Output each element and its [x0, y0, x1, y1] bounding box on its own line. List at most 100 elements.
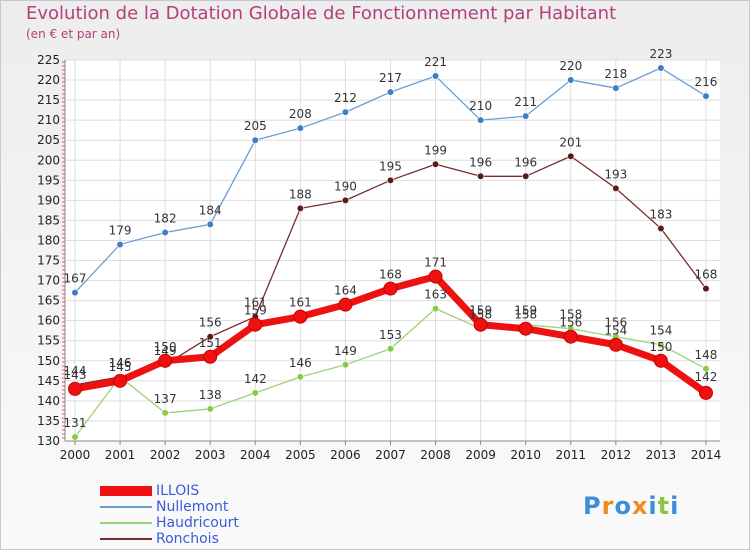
data-point-ronchois	[477, 172, 485, 180]
legend-item-nullemont: Nullemont	[100, 499, 239, 515]
data-label-ronchois: 156	[199, 316, 222, 330]
data-label-illois: 168	[379, 268, 402, 282]
data-label-nullemont: 182	[154, 211, 177, 225]
legend-swatch	[100, 522, 152, 524]
legend: ILLOIS Nullemont Haudricourt Ronchois	[100, 483, 239, 547]
legend-label: ILLOIS	[156, 483, 200, 499]
y-tick-label: 225	[37, 53, 60, 67]
y-tick-label: 155	[37, 334, 60, 348]
data-point-ronchois	[206, 333, 214, 341]
data-point-nullemont	[612, 84, 620, 92]
data-label-haudricourt: 158	[469, 308, 492, 322]
data-point-haudricourt	[206, 405, 214, 413]
data-point-haudricourt	[71, 433, 79, 441]
data-point-nullemont	[386, 88, 395, 96]
data-label-ronchois: 193	[604, 167, 627, 181]
data-point-illois	[428, 269, 443, 284]
data-point-ronchois	[522, 172, 530, 180]
data-label-nullemont: 179	[109, 223, 132, 237]
y-tick-label: 210	[37, 113, 60, 127]
x-tick-label: 2008	[420, 448, 451, 462]
x-tick-label: 2010	[510, 448, 541, 462]
data-label-nullemont: 211	[514, 95, 537, 109]
brand-logo-letter: o	[614, 492, 632, 520]
brand-logo-letter: i	[648, 492, 658, 520]
data-label-haudricourt: 148	[695, 348, 718, 362]
legend-swatch	[100, 486, 152, 496]
data-point-illois	[203, 349, 218, 364]
data-point-ronchois	[341, 196, 350, 204]
x-tick-label: 2002	[150, 448, 181, 462]
data-label-illois: 154	[604, 324, 627, 338]
legend-swatch	[100, 506, 152, 508]
data-point-nullemont	[296, 124, 304, 132]
data-label-nullemont: 167	[64, 272, 87, 286]
data-point-illois	[698, 385, 713, 400]
y-tick-label: 220	[37, 73, 60, 87]
data-point-illois	[293, 309, 308, 324]
y-tick-label: 160	[37, 314, 60, 328]
x-tick-label: 2005	[285, 448, 316, 462]
x-tick-label: 2012	[601, 448, 632, 462]
data-label-nullemont: 223	[649, 47, 672, 61]
data-label-ronchois: 146	[109, 356, 132, 370]
data-label-illois: 171	[424, 256, 447, 270]
data-label-haudricourt: 146	[289, 356, 312, 370]
data-label-ronchois: 196	[469, 155, 492, 169]
x-tick-label: 2006	[330, 448, 361, 462]
data-label-haudricourt: 146	[109, 356, 132, 370]
y-tick-label: 150	[37, 354, 60, 368]
y-tick-label: 190	[37, 193, 60, 207]
data-point-ronchois	[567, 152, 575, 160]
data-point-illois	[248, 317, 263, 332]
x-tick-label: 2004	[240, 448, 271, 462]
data-point-nullemont	[251, 136, 259, 144]
brand-logo-letter: r	[601, 492, 615, 520]
data-point-illois	[518, 321, 533, 336]
data-label-nullemont: 208	[289, 107, 312, 121]
data-point-nullemont	[522, 112, 530, 120]
data-point-illois	[158, 353, 173, 368]
data-point-nullemont	[702, 92, 710, 100]
data-point-nullemont	[477, 116, 485, 124]
y-tick-label: 175	[37, 254, 60, 268]
data-point-nullemont	[657, 64, 665, 72]
data-point-haudricourt	[296, 373, 304, 381]
data-point-ronchois	[296, 204, 304, 212]
y-tick-label: 130	[37, 434, 60, 448]
data-label-illois: 143	[64, 368, 87, 382]
data-label-nullemont: 221	[424, 55, 447, 69]
data-label-haudricourt: 137	[154, 392, 177, 406]
data-label-nullemont: 205	[244, 119, 267, 133]
data-label-nullemont: 216	[695, 75, 718, 89]
data-point-ronchois	[386, 176, 395, 184]
y-tick-label: 215	[37, 93, 60, 107]
y-tick-label: 140	[37, 394, 60, 408]
data-label-nullemont: 217	[379, 71, 402, 85]
data-label-ronchois: 168	[695, 268, 718, 282]
data-label-ronchois: 183	[649, 207, 672, 221]
data-label-haudricourt: 138	[199, 388, 222, 402]
data-label-ronchois: 190	[334, 179, 357, 193]
data-label-illois: 159	[244, 304, 267, 318]
data-point-haudricourt	[702, 365, 710, 373]
data-label-illois: 161	[289, 296, 312, 310]
data-point-ronchois	[612, 184, 620, 192]
data-point-illois	[608, 337, 623, 352]
data-point-haudricourt	[341, 361, 350, 369]
data-label-ronchois: 195	[379, 159, 402, 173]
legend-label: Ronchois	[156, 531, 219, 547]
brand-logo: Proxiti	[583, 492, 679, 520]
data-point-ronchois	[431, 160, 440, 168]
legend-item-illois: ILLOIS	[100, 483, 239, 499]
data-label-illois: 142	[695, 370, 718, 384]
data-point-illois	[473, 317, 488, 332]
data-label-nullemont: 218	[604, 67, 627, 81]
data-point-nullemont	[161, 228, 169, 237]
x-tick-label: 2000	[60, 448, 91, 462]
data-label-haudricourt: 142	[244, 372, 267, 386]
data-point-ronchois	[702, 285, 710, 293]
data-label-illois: 145	[109, 360, 132, 374]
data-label-nullemont: 210	[469, 99, 492, 113]
